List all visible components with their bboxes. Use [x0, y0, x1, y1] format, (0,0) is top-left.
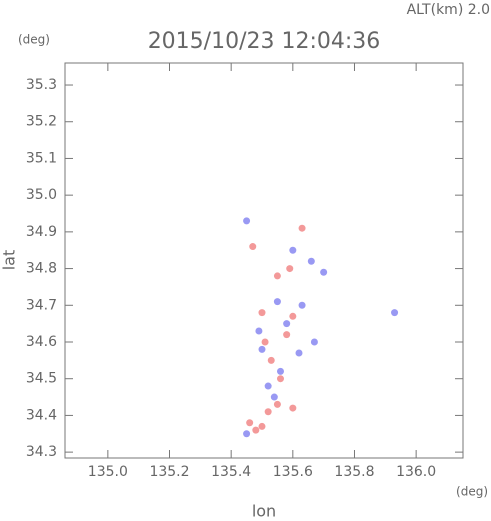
echo-point: [258, 345, 266, 353]
x-axis-label: lon: [252, 502, 276, 521]
echo-point: [298, 301, 306, 309]
y-tick-label: 34.5: [26, 371, 57, 387]
echo-point: [267, 356, 275, 364]
echo-point: [258, 422, 266, 430]
echo-point: [273, 400, 281, 408]
y-tick-label: 34.9: [26, 224, 57, 240]
echo-point: [252, 426, 260, 434]
y-tick-label: 34.4: [26, 407, 57, 423]
x-unit: (deg): [456, 485, 488, 499]
plot-frame: [64, 62, 464, 459]
echo-point: [261, 338, 269, 346]
echo-point: [243, 430, 251, 438]
x-tick-label: 136.0: [396, 464, 436, 480]
echo-point: [276, 375, 284, 383]
echo-point: [255, 327, 263, 335]
echo-point: [246, 419, 254, 427]
echo-point: [270, 393, 278, 401]
y-axis-label: lat: [0, 250, 19, 271]
echo-point: [307, 257, 315, 265]
echo-point: [243, 217, 251, 225]
echo-point: [298, 224, 306, 232]
x-tick-label: 135.0: [88, 464, 128, 480]
y-tick-label: 35.0: [26, 187, 57, 203]
y-tick-label: 34.7: [26, 297, 57, 313]
echo-point: [286, 265, 294, 273]
x-tick-label: 135.8: [334, 464, 374, 480]
y-tick-label: 34.8: [26, 261, 57, 277]
y-tick-label: 35.2: [26, 114, 57, 130]
echo-point: [283, 320, 291, 328]
y-unit: (deg): [18, 33, 50, 47]
chart-title: 2015/10/23 12:04:36: [148, 29, 381, 54]
echo-point: [289, 312, 297, 320]
echo-point: [264, 408, 272, 416]
y-tick-label: 35.3: [26, 77, 57, 93]
echo-point: [310, 338, 318, 346]
echo-point: [289, 246, 297, 254]
altitude-label: ALT(km) 2.0: [407, 2, 490, 18]
echo-point: [273, 272, 281, 280]
x-tick-label: 135.6: [273, 464, 313, 480]
echo-point: [289, 404, 297, 412]
y-tick-label: 34.6: [26, 334, 57, 350]
echo-point: [283, 331, 291, 339]
y-tick-label: 34.3: [26, 444, 57, 460]
echo-point: [276, 367, 284, 375]
echo-point: [249, 243, 257, 251]
x-tick-label: 135.2: [149, 464, 189, 480]
echo-point: [273, 298, 281, 306]
echo-point: [264, 382, 272, 390]
echo-point: [391, 309, 399, 317]
echo-point: [320, 268, 328, 276]
echo-point: [295, 349, 303, 357]
y-tick-label: 35.1: [26, 150, 57, 166]
echo-point: [258, 309, 266, 317]
x-tick-label: 135.4: [211, 464, 251, 480]
